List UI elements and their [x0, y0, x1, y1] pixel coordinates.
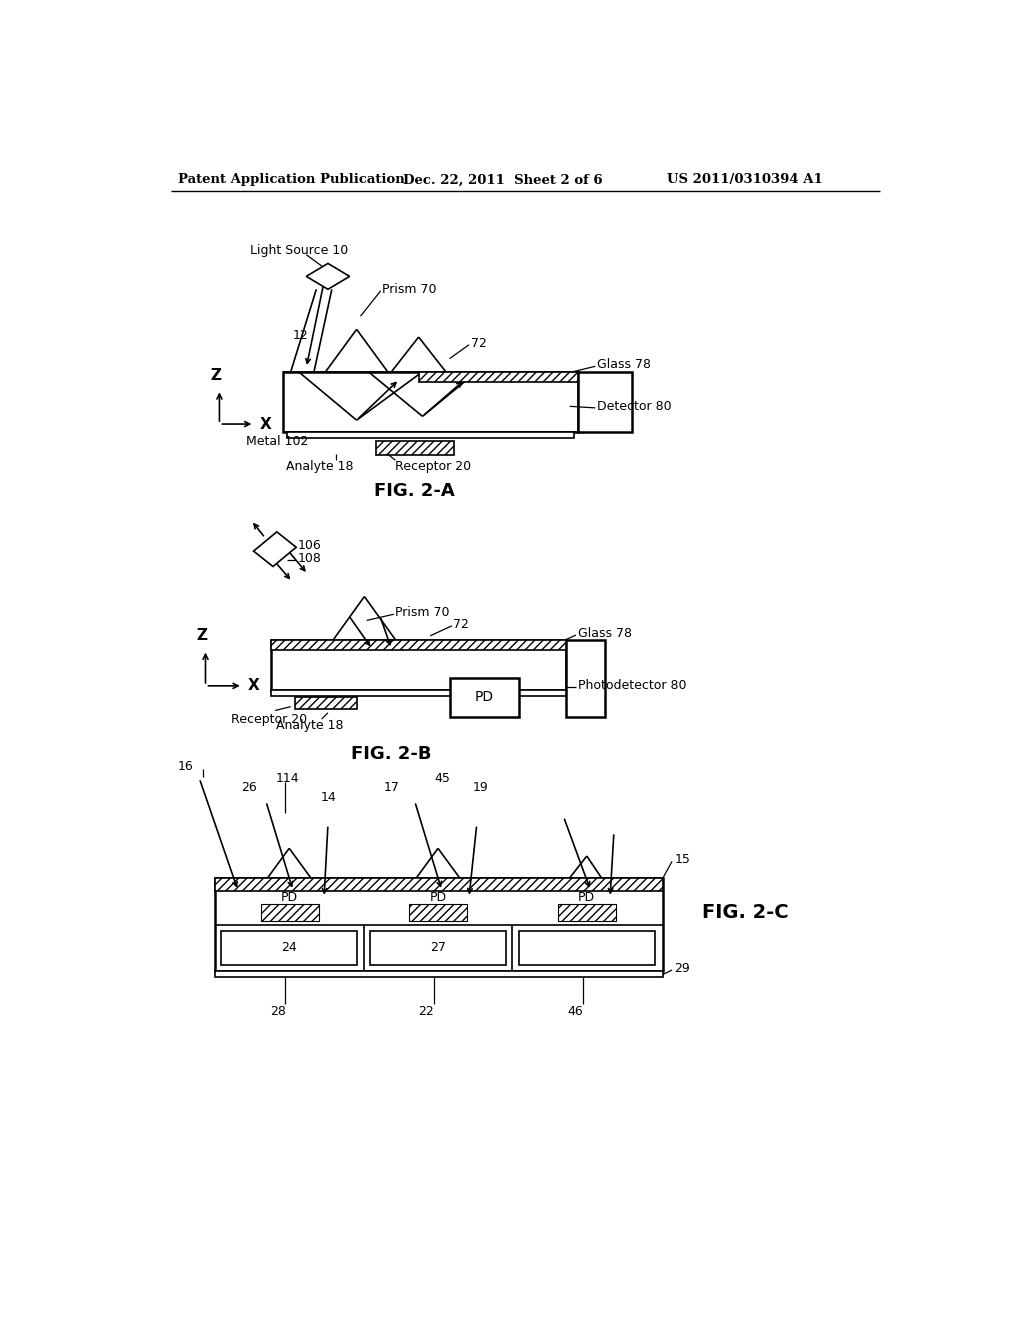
Text: 106: 106	[298, 539, 322, 552]
Bar	[271, 640, 566, 651]
Text: 108: 108	[298, 552, 322, 565]
Bar	[215, 878, 663, 970]
Text: Glass 78: Glass 78	[597, 358, 651, 371]
Text: 114: 114	[275, 772, 299, 785]
Bar	[578, 372, 632, 432]
Text: 19: 19	[473, 781, 488, 795]
Text: Light Source 10: Light Source 10	[251, 244, 349, 257]
Bar	[450, 678, 519, 717]
Text: 15: 15	[675, 853, 690, 866]
Text: FIG. 2-A: FIG. 2-A	[375, 482, 455, 500]
Text: Photodetector 80: Photodetector 80	[578, 680, 686, 693]
Text: Prism 70: Prism 70	[382, 282, 436, 296]
Bar	[215, 970, 663, 977]
Bar	[376, 441, 454, 455]
Text: PD: PD	[281, 891, 298, 904]
Text: X: X	[260, 417, 271, 432]
Text: 29: 29	[675, 962, 690, 975]
Bar	[260, 904, 318, 921]
Polygon shape	[306, 264, 349, 289]
Text: 22: 22	[419, 1006, 434, 1019]
Text: Patent Application Publication: Patent Application Publication	[178, 173, 406, 186]
Text: 16: 16	[177, 760, 194, 774]
Bar	[271, 640, 566, 689]
Text: 14: 14	[321, 791, 336, 804]
Bar	[419, 372, 578, 383]
Text: Analyte 18: Analyte 18	[287, 461, 354, 474]
Bar	[518, 931, 655, 965]
Text: Analyte 18: Analyte 18	[276, 719, 344, 733]
Text: Receptor 20: Receptor 20	[231, 713, 307, 726]
Polygon shape	[254, 532, 296, 566]
Bar	[295, 697, 356, 709]
Text: PD: PD	[429, 891, 446, 904]
Text: X: X	[248, 678, 260, 693]
Text: 12: 12	[293, 329, 309, 342]
Text: Dec. 22, 2011  Sheet 2 of 6: Dec. 22, 2011 Sheet 2 of 6	[403, 173, 603, 186]
Text: 72: 72	[471, 337, 486, 350]
Text: Prism 70: Prism 70	[395, 606, 450, 619]
Text: 46: 46	[567, 1006, 583, 1019]
Text: Receptor 20: Receptor 20	[395, 461, 471, 474]
Text: 17: 17	[383, 781, 399, 795]
Text: Metal 102: Metal 102	[246, 436, 308, 449]
Text: Z: Z	[210, 368, 221, 383]
Text: 24: 24	[282, 941, 297, 954]
Bar	[221, 931, 357, 965]
Bar	[370, 931, 506, 965]
Text: Z: Z	[197, 628, 207, 644]
Text: 72: 72	[454, 618, 469, 631]
Bar	[283, 372, 578, 432]
Text: FIG. 2-B: FIG. 2-B	[351, 744, 432, 763]
Text: FIG. 2-C: FIG. 2-C	[701, 903, 788, 923]
Text: US 2011/0310394 A1: US 2011/0310394 A1	[667, 173, 822, 186]
Bar	[215, 878, 663, 891]
Text: Detector 80: Detector 80	[597, 400, 672, 413]
Bar	[271, 690, 566, 696]
Text: 28: 28	[269, 1006, 286, 1019]
Bar	[558, 904, 616, 921]
Bar	[410, 904, 467, 921]
Text: 45: 45	[434, 772, 450, 785]
Bar	[287, 432, 573, 438]
Text: PD: PD	[579, 891, 595, 904]
Text: 26: 26	[241, 781, 257, 795]
Text: Glass 78: Glass 78	[578, 627, 632, 640]
Text: PD: PD	[475, 690, 494, 705]
Text: 27: 27	[430, 941, 445, 954]
Bar	[566, 640, 604, 717]
